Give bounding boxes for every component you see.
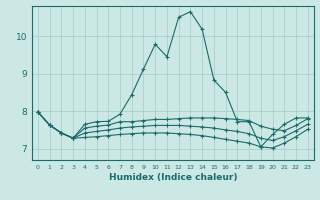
X-axis label: Humidex (Indice chaleur): Humidex (Indice chaleur): [108, 173, 237, 182]
